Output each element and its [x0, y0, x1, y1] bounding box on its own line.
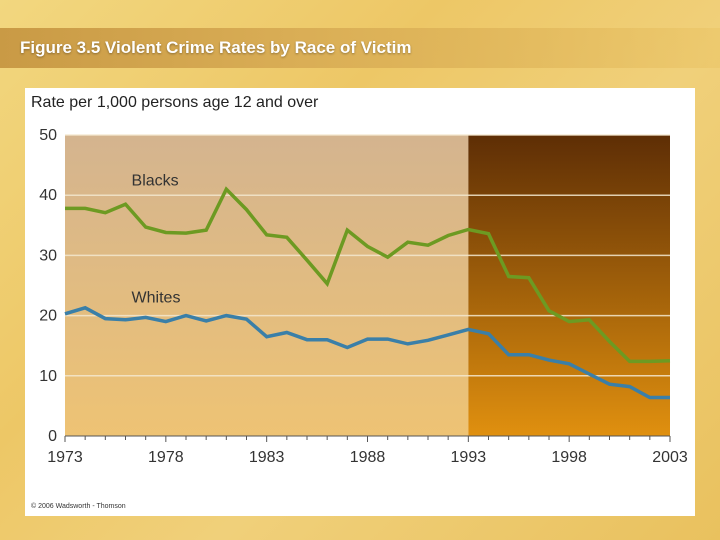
series-label-blacks: Blacks [132, 173, 179, 190]
series-label-whites: Whites [132, 289, 181, 306]
y-tick-label-50: 50 [39, 127, 57, 144]
y-tick-label-0: 0 [48, 428, 57, 445]
y-tick-label-30: 30 [39, 247, 57, 264]
series-lines [64, 186, 671, 400]
line-chart: 0 10 20 30 40 50 1973 1978 1983 1988 1993 1998 2003… [31, 94, 688, 466]
x-tick-label-1998: 1998 [551, 449, 587, 466]
x-tick-label-1988: 1988 [350, 449, 386, 466]
slide-title-bar: Figure 3.5 Violent Crime Rates by Race o… [0, 28, 720, 68]
y-axis-label: Rate per 1,000 persons age 12 and over [31, 94, 319, 111]
slide-title: Figure 3.5 Violent Crime Rates by Race o… [20, 38, 412, 57]
x-tick-label-1973: 1973 [47, 449, 83, 466]
gridlines [65, 134, 670, 377]
x-tick-label-1983: 1983 [249, 449, 285, 466]
plot-bg-right-shaded [468, 135, 670, 436]
y-tick-label-10: 10 [39, 368, 57, 385]
x-tick-label-2003: 2003 [652, 449, 688, 466]
x-tick-label-1993: 1993 [451, 449, 487, 466]
x-tick-label-1978: 1978 [148, 449, 184, 466]
copyright: © 2006 Wadsworth - Thomson [31, 503, 126, 510]
x-tick-labels: 1973 1978 1983 1988 1993 1998 2003 [47, 449, 688, 466]
series-line-whites [64, 305, 670, 400]
y-tick-label-20: 20 [39, 308, 57, 325]
series-line-blacks [65, 186, 671, 364]
y-tick-label-40: 40 [39, 187, 57, 204]
x-axis-ticks [64, 436, 671, 442]
plot-bg-left [65, 135, 469, 436]
y-tick-labels: 0 10 20 30 40 50 [39, 127, 57, 445]
chart-panel: 0 10 20 30 40 50 1973 1978 1983 1988 1993 1998 2003… [25, 88, 695, 516]
